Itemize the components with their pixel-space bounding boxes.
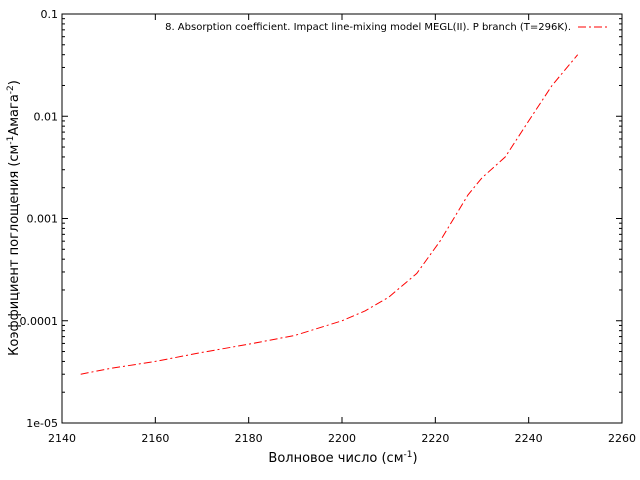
x-tick-label: 2160 [141, 432, 169, 445]
x-axis-ticks: 2140 2160 2180 2200 2220 2240 2260 [48, 14, 636, 445]
series-layer [80, 54, 579, 375]
y-axis-ticks: 1e-05 0.0001 0.001 0.01 0.1 [20, 8, 622, 430]
legend: 8. Absorption coefficient. Impact line-m… [165, 22, 608, 33]
y-tick-label: 0.001 [27, 213, 59, 226]
x-tick-label: 2180 [235, 432, 263, 445]
x-tick-label: 2140 [48, 432, 76, 445]
x-tick-label: 2220 [421, 432, 449, 445]
legend-entry-label: 8. Absorption coefficient. Impact line-m… [165, 22, 571, 33]
y-tick-label: 0.01 [34, 110, 59, 123]
series-line-0 [80, 54, 579, 375]
x-tick-label: 2260 [608, 432, 636, 445]
y-axis-title: Коэффициент поглощения (см-1Амага-2) [6, 80, 22, 356]
plot-frame [61, 13, 623, 424]
x-axis-title: Волновое число (см-1) [268, 450, 417, 466]
x-tick-label: 2240 [515, 432, 543, 445]
y-tick-label: 0.1 [41, 8, 59, 21]
plot-border [61, 13, 623, 424]
y-tick-label: 0.0001 [20, 315, 59, 328]
x-tick-label: 2200 [328, 432, 356, 445]
y-tick-label: 1e-05 [26, 417, 58, 430]
